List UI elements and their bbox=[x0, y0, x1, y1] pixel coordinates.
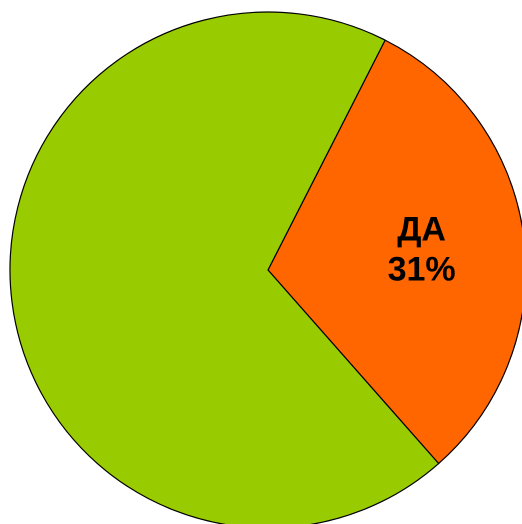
pie-slice-1 bbox=[9, 11, 440, 524]
slice-label-0: ДА bbox=[397, 211, 446, 249]
slice-value-label-0: 31% bbox=[388, 251, 456, 289]
